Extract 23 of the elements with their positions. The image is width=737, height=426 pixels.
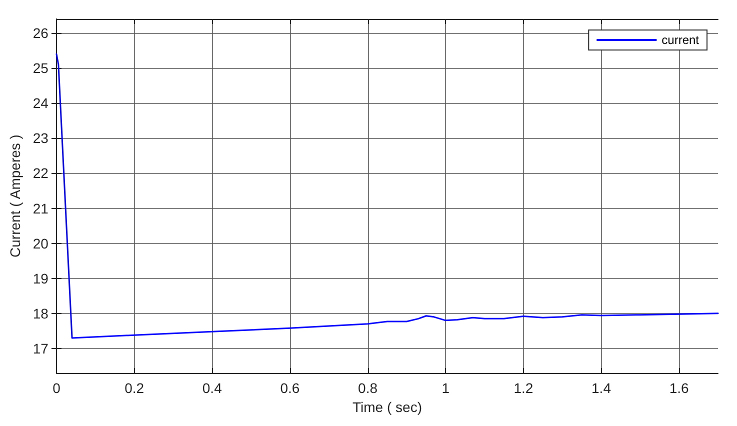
y-tick-label: 23 (32, 130, 49, 146)
y-tick-label: 19 (32, 270, 49, 286)
y-tick-label: 21 (32, 200, 49, 216)
y-tick-label: 26 (32, 25, 49, 42)
x-tick-label: 0.6 (280, 380, 300, 396)
y-tick-label: 17 (32, 340, 49, 356)
x-tick-label: 1.4 (592, 380, 612, 396)
y-tick-label: 18 (32, 305, 49, 322)
y-axis-title: Current ( Amperes ) (7, 134, 23, 258)
y-tick-label: 24 (32, 95, 49, 112)
y-tick-label: 20 (32, 235, 49, 252)
x-tick-label: 0.8 (358, 380, 378, 396)
x-tick-label: 0 (52, 380, 61, 396)
x-tick-label: 1.6 (669, 380, 690, 396)
x-tick-label: 1 (442, 380, 450, 396)
line-series (56, 53, 719, 339)
x-tick-label: 1.2 (514, 380, 534, 396)
x-axis-title: Time ( sec) (352, 398, 422, 415)
y-tick-label: 25 (32, 60, 49, 76)
x-tick-label: 0.4 (202, 380, 222, 396)
y-tick-label: 22 (32, 165, 49, 182)
legend-label: current (662, 33, 700, 47)
x-tick-label: 0.2 (124, 380, 144, 396)
